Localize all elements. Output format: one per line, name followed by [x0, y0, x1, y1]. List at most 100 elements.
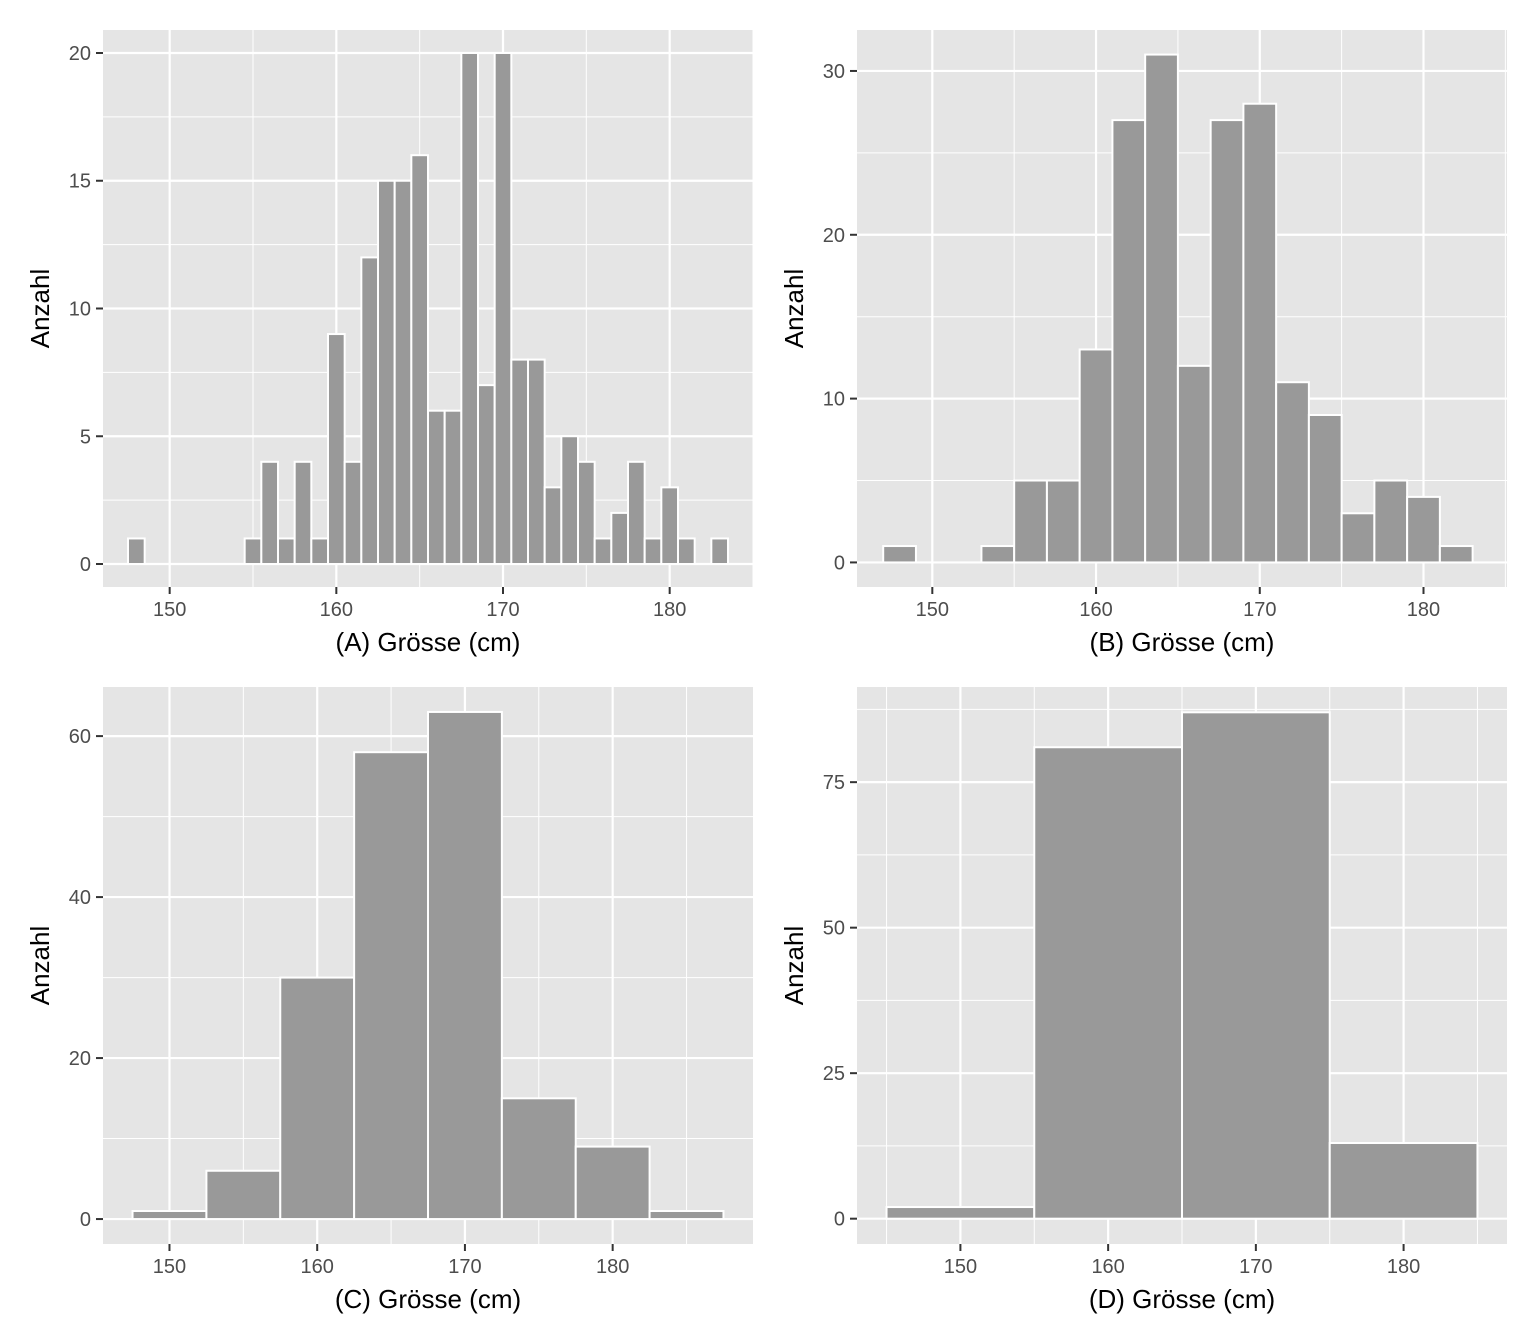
y-tick-label: 0 — [834, 552, 845, 574]
histogram-bar — [277, 537, 296, 566]
x-axis-title: (D) Grösse (cm) — [1089, 1284, 1275, 1314]
histogram-bar — [293, 460, 313, 566]
histogram-bar — [1242, 102, 1278, 564]
y-tick-label: 10 — [69, 299, 91, 321]
x-tick-label: 160 — [301, 1256, 334, 1278]
histogram-bar — [1373, 479, 1409, 564]
histogram-bar — [648, 1209, 725, 1221]
y-tick-label: 15 — [69, 171, 91, 193]
y-axis-title: Anzahl — [779, 926, 809, 1006]
x-tick-label: 150 — [153, 599, 186, 621]
histogram-bar — [260, 460, 280, 566]
panel-a: 150 160 170 180 0 5 10 15 20 (A) Grösse (cm) Anzah… — [25, 30, 754, 657]
histogram-bar — [393, 179, 413, 566]
y-tick-label: 5 — [80, 426, 91, 448]
histogram-bar — [327, 333, 346, 566]
y-tick-label: 0 — [80, 554, 91, 576]
y-axis-title: Anzahl — [25, 926, 55, 1006]
histogram-bar — [343, 460, 363, 566]
histogram-bar — [1045, 479, 1081, 564]
x-axis-title: (C) Grösse (cm) — [335, 1284, 521, 1314]
x-tick-label: 180 — [1387, 1256, 1420, 1278]
histogram-bar — [310, 537, 330, 566]
histogram-bar — [360, 256, 380, 566]
histogram-bar — [500, 1097, 577, 1221]
x-tick-label: 160 — [1091, 1256, 1124, 1278]
histogram-bar — [1176, 364, 1212, 564]
histogram-bar — [1438, 545, 1474, 564]
histogram-bar — [1013, 479, 1048, 564]
histogram-bar — [577, 460, 596, 566]
histogram-bar — [643, 537, 663, 566]
y-tick-label: 20 — [69, 43, 91, 65]
panel-b: 150 160 170 180 0 10 20 30 (B) Grösse (cm) Anzahl — [779, 30, 1507, 657]
histogram-bar — [443, 409, 463, 566]
histogram-bar — [427, 409, 446, 566]
y-tick-label: 10 — [823, 389, 845, 411]
histogram-bar — [660, 486, 679, 566]
histogram-bar — [574, 1145, 651, 1221]
x-tick-label: 170 — [1239, 1256, 1272, 1278]
y-tick-label: 20 — [69, 1048, 91, 1070]
histogram-bar — [427, 710, 503, 1221]
y-tick-label: 50 — [823, 918, 845, 940]
x-tick-label: 180 — [1407, 599, 1440, 621]
histogram-bar — [131, 1209, 208, 1221]
x-tick-label: 170 — [486, 599, 519, 621]
x-axis-title: (A) Grösse (cm) — [336, 627, 521, 657]
histogram-bar — [882, 545, 917, 564]
x-tick-label: 150 — [916, 599, 949, 621]
histogram-bar — [1078, 348, 1114, 564]
histogram-bar — [460, 51, 480, 566]
histogram-bar — [1406, 495, 1441, 564]
y-tick-label: 0 — [80, 1209, 91, 1231]
histogram-bar — [980, 545, 1016, 564]
x-tick-label: 180 — [653, 599, 686, 621]
y-axis-title: Anzahl — [779, 269, 809, 349]
histogram-bar — [1328, 1142, 1479, 1220]
histogram-bar — [1340, 512, 1376, 564]
histogram-bar — [1144, 53, 1179, 564]
x-axis-title: (B) Grösse (cm) — [1090, 627, 1275, 657]
histogram-bar — [1033, 746, 1183, 1220]
y-tick-label: 0 — [834, 1209, 845, 1231]
histogram-bar — [593, 537, 613, 566]
histogram-bar — [1275, 381, 1310, 564]
histogram-bar — [1181, 711, 1331, 1220]
y-tick-label: 40 — [69, 887, 91, 909]
x-tick-label: 150 — [153, 1256, 186, 1278]
histogram-bar — [527, 358, 546, 566]
histogram-bar — [477, 384, 496, 566]
histogram-bar — [243, 537, 263, 566]
x-tick-label: 160 — [320, 599, 353, 621]
histogram-bar — [493, 51, 513, 566]
histogram-bar — [205, 1169, 282, 1221]
histogram-bar — [1111, 119, 1147, 564]
histogram-bar — [885, 1206, 1036, 1220]
histogram-bar — [610, 511, 629, 566]
panel-c: 150 160 170 180 0 20 40 60 (C) Grösse (cm) Anzahl — [25, 687, 753, 1314]
histogram-bar — [543, 486, 563, 566]
x-tick-label: 180 — [596, 1256, 629, 1278]
histogram-bar — [627, 460, 646, 566]
panel-d: 150 160 170 180 0 25 50 75 (D) Grösse (cm) Anzahl — [779, 687, 1507, 1314]
y-tick-label: 60 — [69, 726, 91, 748]
histogram-bar — [1209, 119, 1245, 564]
histogram-bar — [377, 179, 396, 566]
y-axis-title: Anzahl — [25, 269, 55, 349]
x-tick-label: 170 — [448, 1256, 481, 1278]
y-tick-label: 25 — [823, 1063, 845, 1085]
histogram-bar — [560, 435, 579, 566]
y-tick-label: 20 — [823, 225, 845, 247]
histogram-bar — [510, 358, 530, 566]
x-tick-label: 160 — [1079, 599, 1112, 621]
y-tick-label: 75 — [823, 772, 845, 794]
x-tick-label: 170 — [1243, 599, 1276, 621]
histogram-bar — [710, 537, 729, 566]
histogram-bar — [410, 154, 430, 566]
histogram-bar — [127, 537, 146, 566]
x-tick-label: 150 — [944, 1256, 977, 1278]
histogram-bar — [677, 537, 696, 566]
histogram-bar — [1307, 413, 1343, 564]
